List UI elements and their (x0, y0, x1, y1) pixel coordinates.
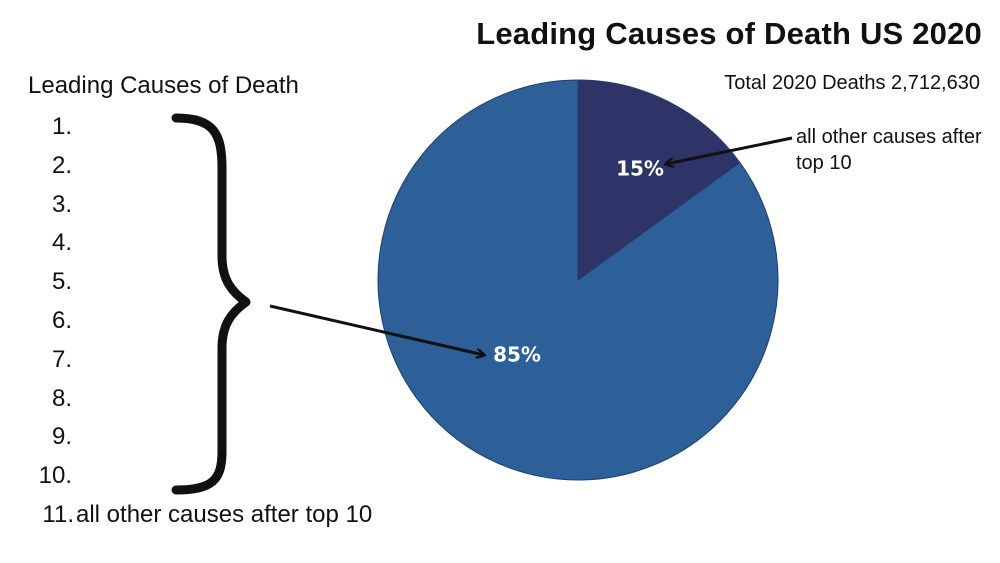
slice-label: 85% (493, 343, 541, 367)
arrow-to-85-slice (269, 304, 484, 355)
slice-annotation: all other causes after top 10 (796, 126, 982, 174)
list-item-number: 8. (51, 384, 72, 412)
list-item: 3. (0, 186, 372, 225)
list-item-number: 6. (51, 306, 72, 334)
list-item: 11.all other causes after top 10 (0, 496, 372, 535)
list-item: 6. (0, 302, 372, 341)
curly-brace (171, 113, 251, 495)
list-item: 2. (0, 147, 372, 186)
list-item-number: 9. (51, 423, 72, 451)
list-item-number: 3. (51, 190, 72, 218)
list-heading: Leading Causes of Death (28, 72, 299, 99)
chart-title: Leading Causes of Death US 2020 (476, 16, 982, 51)
pie-chart: 85% 15% (377, 79, 779, 481)
list-item-number: 10. (38, 462, 72, 490)
list-item: 10. (0, 457, 372, 496)
list-item-number: 7. (51, 345, 72, 373)
list-item: 8. (0, 380, 372, 419)
list-item: 5. (0, 263, 372, 302)
causes-list: 1. 2. 3. 4. 5. 6. 7. 8. 9. 10. 11.all ot… (0, 108, 373, 535)
list-item: 9. (0, 418, 372, 457)
list-item-number: 11. (42, 500, 74, 528)
slice-label: 15% (616, 157, 664, 181)
chart-subtitle: Total 2020 Deaths 2,712,630 (724, 72, 980, 94)
list-item: 4. (0, 224, 372, 263)
list-item-number: 1. (51, 113, 72, 140)
list-item: 7. (0, 341, 372, 380)
list-item-number: 5. (51, 268, 72, 296)
arrow-to-15-slice (666, 136, 793, 164)
list-item: 1. (0, 108, 372, 147)
list-item-number: 2. (51, 151, 72, 179)
list-item-label: all other causes after top 10 (76, 500, 373, 528)
list-item-number: 4. (51, 229, 72, 257)
